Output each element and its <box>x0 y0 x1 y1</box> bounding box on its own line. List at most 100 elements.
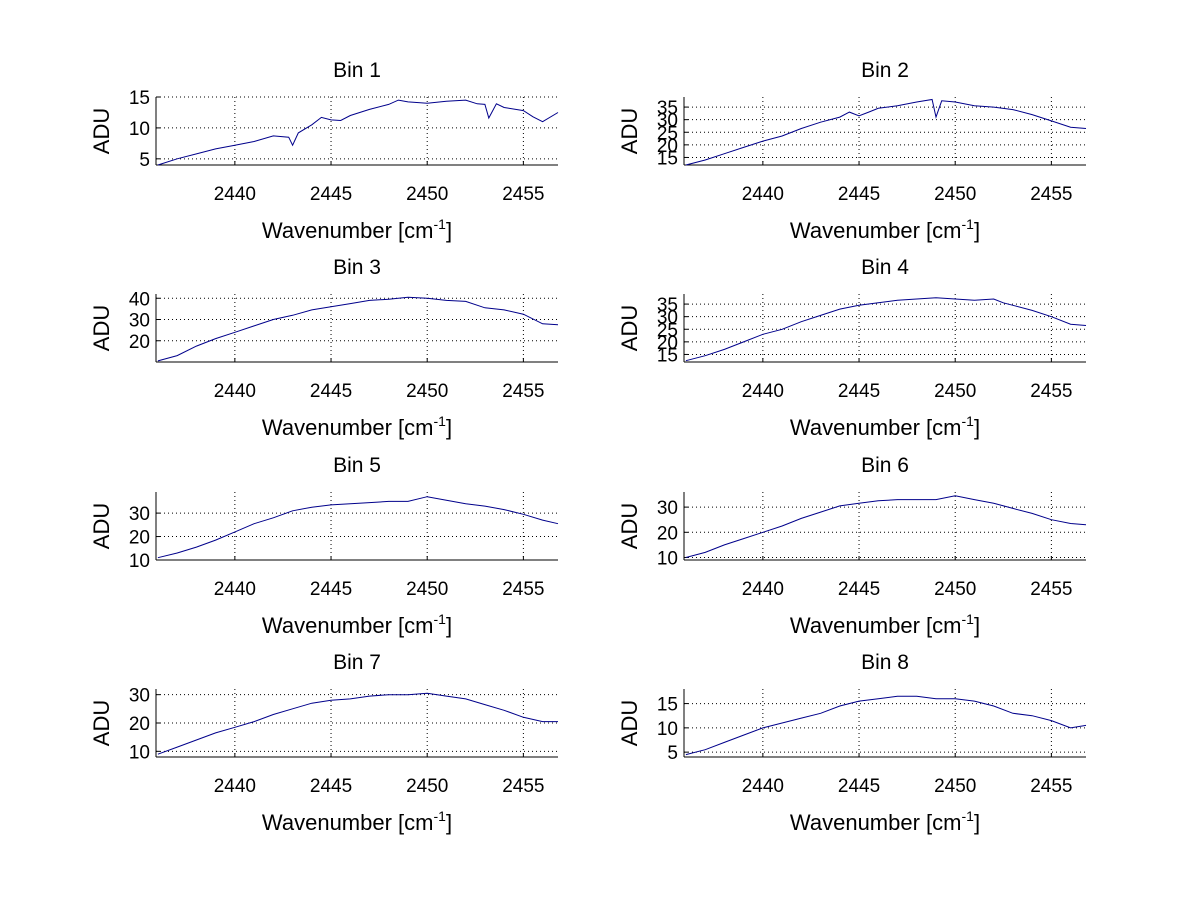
spectrum-line <box>157 692 558 755</box>
x-axis-label: Wavenumber [cm-1] <box>262 808 452 835</box>
y-tick-label: 30 <box>657 308 678 329</box>
x-tick-label: 2445 <box>310 579 352 600</box>
y-axis-label: ADU <box>89 305 114 351</box>
y-tick-label: 15 <box>657 695 678 716</box>
subplot-7: 2440 2445 2450 2455 10 20 30 Bin 7 Wavenumber [c… <box>89 651 558 835</box>
x-axis-label: Wavenumber [cm-1] <box>790 611 980 638</box>
x-axis-label-exponent: -1 <box>434 611 447 627</box>
x-axis-label-text: Wavenumber [cm <box>262 218 434 243</box>
y-tick-label: 35 <box>657 98 678 119</box>
x-axis-label-bracket: ] <box>446 810 452 835</box>
x-axis-label-text: Wavenumber [cm <box>790 218 962 243</box>
x-axis-label-bracket: ] <box>446 218 452 243</box>
x-tick-label: 2440 <box>214 184 256 205</box>
x-axis-label: Wavenumber [cm-1] <box>262 413 452 440</box>
x-tick-label: 2445 <box>838 579 880 600</box>
y-tick-label: 10 <box>129 119 150 140</box>
x-tick-label: 2440 <box>742 579 784 600</box>
x-axis-label-exponent: -1 <box>434 413 447 429</box>
x-axis-label-exponent: -1 <box>962 611 975 627</box>
x-tick-label: 2450 <box>406 776 448 797</box>
x-tick-label: 2450 <box>406 579 448 600</box>
x-tick-label: 2440 <box>742 184 784 205</box>
y-tick-label: 35 <box>657 295 678 316</box>
subplot-8: 2440 2445 2450 2455 5 10 15 Bin 8 Wavenumber [cm… <box>617 651 1087 835</box>
x-axis-label-bracket: ] <box>446 415 452 440</box>
x-axis-label-text: Wavenumber [cm <box>262 613 434 638</box>
y-axis-label: ADU <box>89 503 114 549</box>
x-tick-label: 2440 <box>214 776 256 797</box>
spectrum-line <box>685 495 1087 558</box>
y-tick-label: 5 <box>667 743 678 764</box>
y-tick-label: 20 <box>129 332 150 353</box>
x-tick-label: 2440 <box>742 381 784 402</box>
y-tick-label: 20 <box>657 136 678 157</box>
x-tick-label: 2440 <box>214 579 256 600</box>
x-axis-label-text: Wavenumber [cm <box>790 415 962 440</box>
spectrum-line <box>157 99 559 166</box>
y-tick-label: 20 <box>657 523 678 544</box>
subplot-1: 2440 2445 2450 2455 5 10 15 Bin 1 Wavenumber [cm… <box>89 59 559 243</box>
x-axis-label: Wavenumber [cm-1] <box>790 413 980 440</box>
y-tick-label: 40 <box>129 289 150 310</box>
y-axis-label: ADU <box>617 503 642 549</box>
x-axis-label-bracket: ] <box>974 613 980 638</box>
x-axis-label-bracket: ] <box>974 415 980 440</box>
x-tick-label: 2440 <box>214 381 256 402</box>
spectrum-line <box>685 297 1087 362</box>
subplot-title: Bin 4 <box>861 256 909 279</box>
subplot-6: 2440 2445 2450 2455 10 20 30 Bin 6 Wavenumber [c… <box>617 454 1087 638</box>
x-axis-label-exponent: -1 <box>434 808 447 824</box>
x-axis-label-text: Wavenumber [cm <box>262 415 434 440</box>
x-tick-label: 2450 <box>934 776 976 797</box>
x-tick-label: 2455 <box>1030 776 1072 797</box>
subplot-title: Bin 5 <box>333 454 381 477</box>
x-axis-label-exponent: -1 <box>962 413 975 429</box>
x-tick-label: 2455 <box>1030 579 1072 600</box>
y-tick-label: 10 <box>657 548 678 569</box>
x-tick-label: 2450 <box>934 579 976 600</box>
x-axis-label: Wavenumber [cm-1] <box>262 611 452 638</box>
y-axis-label: ADU <box>617 108 642 154</box>
x-axis-label: Wavenumber [cm-1] <box>790 216 980 243</box>
subplot-title: Bin 8 <box>861 651 909 674</box>
y-tick-label: 10 <box>129 551 150 572</box>
x-axis-label: Wavenumber [cm-1] <box>262 216 452 243</box>
y-tick-label: 15 <box>657 148 678 169</box>
x-tick-label: 2450 <box>934 184 976 205</box>
x-tick-label: 2445 <box>838 184 880 205</box>
spectrum-line <box>157 496 559 559</box>
y-tick-label: 20 <box>657 333 678 354</box>
x-axis-label-text: Wavenumber [cm <box>790 810 962 835</box>
y-tick-label: 30 <box>657 111 678 132</box>
x-axis-label-exponent: -1 <box>962 808 975 824</box>
x-tick-label: 2445 <box>838 776 880 797</box>
x-tick-label: 2455 <box>502 184 544 205</box>
y-axis-label: ADU <box>89 700 114 746</box>
x-tick-label: 2455 <box>1030 381 1072 402</box>
x-axis-label: Wavenumber [cm-1] <box>790 808 980 835</box>
x-axis-label-exponent: -1 <box>962 216 975 232</box>
x-axis-label-text: Wavenumber [cm <box>790 613 962 638</box>
y-axis-label: ADU <box>617 700 642 746</box>
x-tick-label: 2440 <box>742 776 784 797</box>
x-tick-label: 2455 <box>502 381 544 402</box>
subplot-title: Bin 3 <box>333 256 381 279</box>
x-tick-label: 2450 <box>406 381 448 402</box>
x-axis-label-bracket: ] <box>974 810 980 835</box>
y-axis-label: ADU <box>89 108 114 154</box>
x-tick-label: 2450 <box>934 381 976 402</box>
spectrum-line <box>157 296 559 362</box>
y-axis-label: ADU <box>617 305 642 351</box>
y-tick-label: 15 <box>657 345 678 366</box>
y-tick-label: 30 <box>129 686 150 707</box>
subplot-title: Bin 6 <box>861 454 909 477</box>
y-tick-label: 10 <box>657 719 678 740</box>
y-tick-label: 25 <box>657 320 678 341</box>
x-tick-label: 2445 <box>310 776 352 797</box>
subplot-title: Bin 1 <box>333 59 381 82</box>
